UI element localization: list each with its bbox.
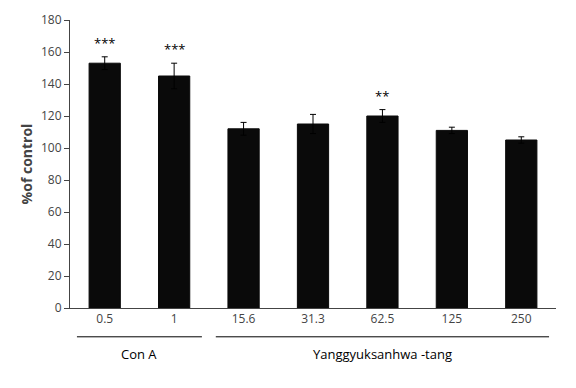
- svg-text:160: 160: [41, 43, 62, 60]
- svg-text:120: 120: [41, 107, 62, 124]
- svg-text:140: 140: [41, 75, 62, 92]
- svg-text:20: 20: [48, 267, 62, 284]
- svg-text:**: **: [375, 87, 389, 105]
- svg-text:Yanggyuksanhwa -tang: Yanggyuksanhwa -tang: [313, 345, 452, 363]
- svg-text:%of control: %of control: [17, 124, 36, 205]
- svg-text:0.5: 0.5: [96, 310, 113, 327]
- svg-text:15.6: 15.6: [232, 310, 256, 327]
- svg-text:180: 180: [41, 11, 62, 28]
- svg-text:0: 0: [55, 299, 62, 316]
- svg-text:125: 125: [442, 310, 463, 327]
- svg-text:31.3: 31.3: [301, 310, 325, 327]
- svg-text:100: 100: [41, 139, 62, 156]
- svg-text:80: 80: [48, 171, 62, 188]
- svg-text:60: 60: [48, 203, 62, 220]
- svg-text:250: 250: [511, 310, 532, 327]
- svg-text:1: 1: [171, 310, 178, 327]
- svg-text:40: 40: [48, 235, 62, 252]
- svg-text:Con A: Con A: [121, 345, 157, 363]
- svg-text:***: ***: [164, 40, 185, 58]
- svg-text:62.5: 62.5: [371, 310, 395, 327]
- svg-text:***: ***: [94, 34, 115, 52]
